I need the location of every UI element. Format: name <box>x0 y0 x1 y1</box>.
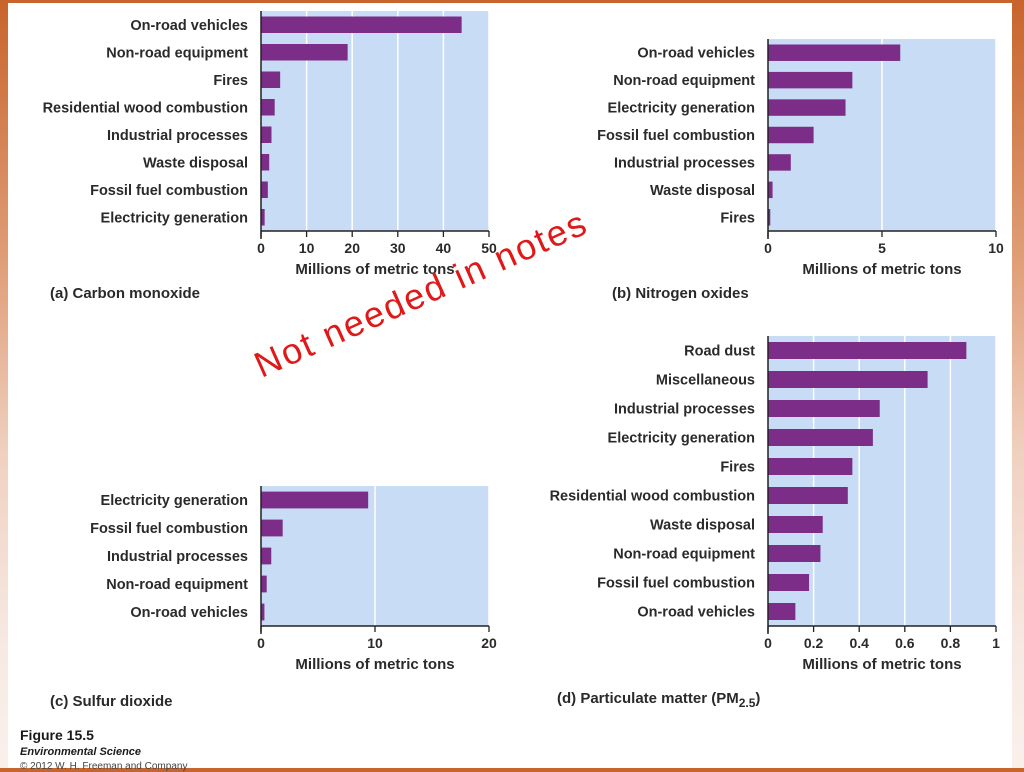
chart-d-category-label: Industrial processes <box>614 402 755 418</box>
chart-d-category-label: Fossil fuel combustion <box>597 576 755 592</box>
chart-c-category-label: Fossil fuel combustion <box>90 521 248 537</box>
chart-a-tick-label: 0 <box>257 240 265 256</box>
chart-a-tick-label: 30 <box>390 240 406 256</box>
chart-a-category-label: Fossil fuel combustion <box>90 183 248 199</box>
chart-d-tick-label: 0 <box>764 635 772 651</box>
chart-c-category-label: Non-road equipment <box>106 577 248 593</box>
chart-a-category-label: Waste disposal <box>143 155 248 171</box>
chart-c-x-axis-label: Millions of metric tons <box>295 656 454 673</box>
chart-b-bar <box>768 209 771 226</box>
chart-c-bar <box>261 603 265 621</box>
charts-canvas: On-road vehicles Non-road equipment Fires R… <box>43 11 1004 673</box>
chart-d-bar <box>768 458 853 475</box>
chart-a-tick-label: 50 <box>481 240 497 256</box>
chart-a-x-axis-label: Millions of metric tons <box>295 261 454 278</box>
chart-a-bar <box>261 126 272 143</box>
chart-c-bar <box>261 519 283 537</box>
chart-c-bar <box>261 491 369 509</box>
chart-d-bar <box>768 603 796 620</box>
chart-a-tick-label: 20 <box>344 240 360 256</box>
chart-d-x-axis-label: Millions of metric tons <box>802 656 961 673</box>
chart-d-bar <box>768 516 823 533</box>
chart-c-category-label: Electricity generation <box>101 493 248 509</box>
chart-a-category-label: Electricity generation <box>101 210 248 226</box>
chart-d-bar <box>768 545 821 562</box>
chart-a-bar <box>261 44 348 61</box>
chart-b-category-label: Non-road equipment <box>613 73 755 89</box>
chart-b-tick-label: 10 <box>988 240 1004 256</box>
chart-d-category-label: Waste disposal <box>650 518 755 534</box>
chart-b-x-axis-label: Millions of metric tons <box>802 261 961 278</box>
chart-a-bar <box>261 71 281 88</box>
chart-b-tick-label: 5 <box>878 240 886 256</box>
caption-d-subscript: 2.5 <box>738 696 756 710</box>
chart-a-bar <box>261 181 268 198</box>
chart-a-bar <box>261 209 265 226</box>
chart-b-category-label: Industrial processes <box>614 155 755 171</box>
chart-d-category-label: Residential wood combustion <box>550 489 755 505</box>
chart-d-tick-label: 0.2 <box>804 635 824 651</box>
chart-a-bar <box>261 154 270 171</box>
chart-b-category-label: Waste disposal <box>650 183 755 199</box>
chart-c-tick-label: 20 <box>481 635 497 651</box>
figure-subtitle: Environmental Science <box>20 746 142 758</box>
chart-d-category-label: On-road vehicles <box>637 605 755 621</box>
figure-copyright: © 2012 W. H. Freeman and Company <box>20 761 188 772</box>
chart-b-category-label: Fires <box>720 210 755 226</box>
chart-a-category-label: Fires <box>213 73 248 89</box>
chart-d-category-label: Miscellaneous <box>656 373 755 389</box>
caption-b: (b) Nitrogen oxides <box>612 285 749 302</box>
chart-d-category-label: Road dust <box>684 344 755 360</box>
chart-b-bar <box>768 126 814 144</box>
chart-d-tick-label: 0.6 <box>895 635 915 651</box>
chart-b-category-label: On-road vehicles <box>637 46 755 62</box>
caption-d: (d) Particulate matter (PM2.5) <box>557 690 761 710</box>
chart-b-bar <box>768 71 853 89</box>
chart-d-tick-label: 0.8 <box>941 635 961 651</box>
chart-b-bar <box>768 99 846 116</box>
chart-a-category-label: Residential wood combustion <box>43 100 248 116</box>
chart-b-bar <box>768 154 791 171</box>
chart-b-bar <box>768 44 901 61</box>
chart-a-category-label: Industrial processes <box>107 128 248 144</box>
chart-d-bar <box>768 400 880 417</box>
slide: On-road vehicles Non-road equipment Fires R… <box>8 3 1012 772</box>
chart-c-category-label: Industrial processes <box>107 549 248 565</box>
chart-d-category-label: Non-road equipment <box>613 547 755 563</box>
chart-d-category-label: Fires <box>720 460 755 476</box>
figure-title: Figure 15.5 <box>20 727 94 743</box>
chart-d-bar <box>768 574 810 591</box>
chart-d-bar <box>768 429 873 446</box>
chart-c-tick-label: 10 <box>367 635 383 651</box>
chart-a-tick-label: 10 <box>299 240 315 256</box>
chart-a-tick-label: 40 <box>436 240 452 256</box>
chart-d-bar <box>768 342 967 359</box>
chart-a-bar <box>261 99 275 116</box>
chart-a-category-label: Non-road equipment <box>106 45 248 61</box>
chart-b-category-label: Fossil fuel combustion <box>597 128 755 144</box>
chart-d-tick-label: 1 <box>992 635 1000 651</box>
chart-d-bar <box>768 371 928 388</box>
chart-c-category-label: On-road vehicles <box>130 605 248 621</box>
chart-b-bar <box>768 181 773 199</box>
chart-c-bar <box>261 547 272 565</box>
chart-c-bar <box>261 575 267 593</box>
caption-a: (a) Carbon monoxide <box>50 285 201 302</box>
chart-a-bar <box>261 16 462 33</box>
chart-b-category-label: Electricity generation <box>608 101 755 117</box>
chart-b-tick-label: 0 <box>764 240 772 256</box>
caption-c: (c) Sulfur dioxide <box>50 693 173 710</box>
chart-c-tick-label: 0 <box>257 635 265 651</box>
chart-d-bar <box>768 487 848 504</box>
chart-a-category-label: On-road vehicles <box>130 18 248 34</box>
chart-d-tick-label: 0.4 <box>849 635 869 651</box>
chart-d-category-label: Electricity generation <box>608 431 755 447</box>
